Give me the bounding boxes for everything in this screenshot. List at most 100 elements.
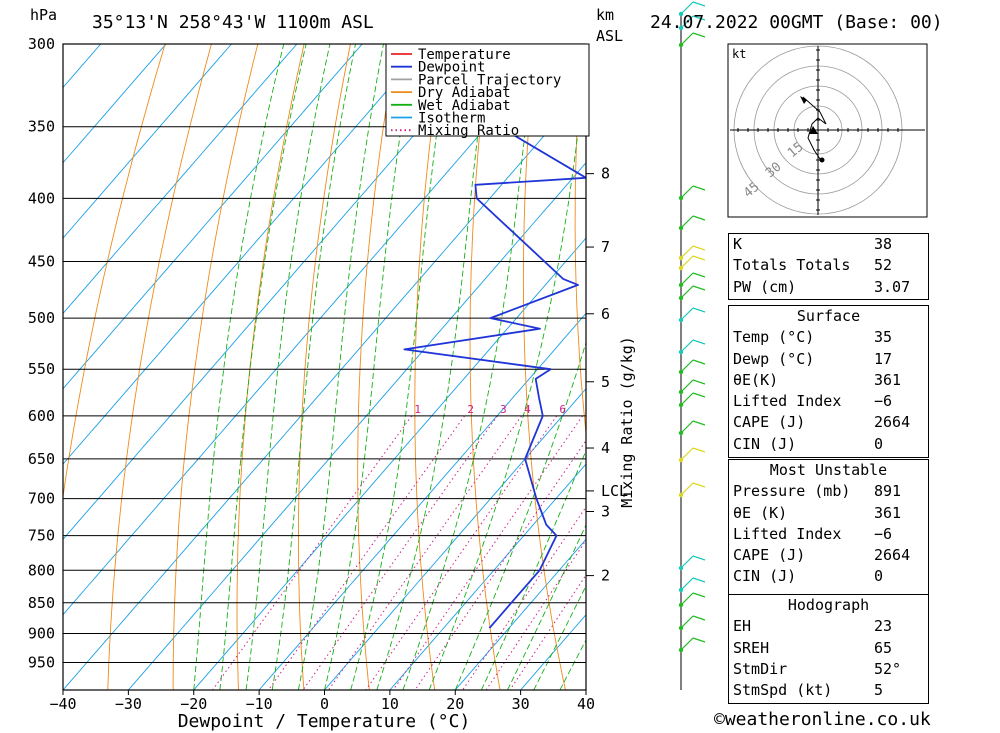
hodograph-value: 5 — [874, 681, 884, 700]
wet-adiabat-line — [507, 523, 586, 690]
wind-barb — [680, 272, 694, 286]
hodograph-row: SREH 65 — [729, 638, 928, 659]
most-unstable-row: θE (K) 361 — [729, 503, 928, 524]
most-unstable-title: Most Unstable — [769, 461, 888, 479]
most-unstable-row: CAPE (J) 2664 — [729, 545, 928, 566]
wind-barb-flag — [692, 637, 706, 643]
most-unstable-label: CAPE (J) — [733, 546, 806, 565]
wet-adiabat-line — [350, 44, 450, 690]
dry-adiabat-line — [107, 44, 212, 690]
dry-adiabat-line — [172, 44, 259, 690]
pressure-tick-label: 800 — [28, 561, 55, 579]
wet-adiabat-line — [480, 449, 586, 690]
isotherm-line — [63, 44, 232, 239]
surface-value: 17 — [874, 349, 893, 368]
axes: −40 −30 −20 −10 0 10 20 30 40 8 7 6 5 4 3 2 LCL — [49, 165, 628, 713]
surface-label: θE(K) — [733, 370, 779, 389]
surface-label: Lifted Index — [733, 392, 842, 411]
most-unstable-label: Lifted Index — [733, 524, 842, 543]
legend-label: Wet Adiabat — [418, 98, 511, 114]
wind-barb-dot — [678, 195, 684, 201]
surface-row: Dewp (°C) 17 — [729, 349, 928, 370]
mixing-ratio-label: 25 — [692, 403, 705, 416]
km-tick-label: 8 — [601, 165, 610, 183]
pw-value: 3.07 — [874, 277, 911, 296]
lcl-label: LCL — [601, 482, 628, 500]
wind-barb-flag — [692, 577, 706, 583]
mixing-ratio-line — [485, 539, 586, 690]
wind-barb-flag — [692, 215, 706, 221]
isotherm-line — [63, 44, 167, 164]
wind-barb — [680, 15, 694, 29]
isotherm-line — [520, 614, 586, 690]
most-unstable-row: CIN (J) 0 — [729, 566, 928, 587]
hodograph-arrow — [809, 126, 818, 134]
surface-value: 361 — [874, 370, 902, 389]
legend-label: Dry Adiabat — [418, 85, 511, 101]
most-unstable-value: −6 — [874, 524, 893, 543]
km-tick-label: 4 — [601, 439, 610, 457]
hodograph-label: SREH — [733, 638, 770, 657]
wind-barb-flag — [692, 447, 706, 453]
pressure-tick-label: 850 — [28, 594, 55, 612]
most-unstable-value: 2664 — [874, 546, 911, 565]
pressure-tick-label: 350 — [28, 118, 55, 136]
mixing-ratio-axis-label: Mixing Ratio (g/kg) — [618, 336, 636, 508]
surface-value: 2664 — [874, 413, 911, 432]
wind-barb-flag — [692, 255, 706, 261]
wind-barb — [680, 420, 694, 434]
hodograph-arrow — [800, 96, 807, 104]
mixing-ratio-line — [212, 415, 413, 690]
surface-table: Surface Temp (°C) 35 Dewp (°C) 17 θE(K) 361 Li… — [728, 305, 929, 458]
x-tick-label: −40 — [49, 695, 76, 713]
wind-barb-dot — [678, 25, 684, 31]
hodograph-label: StmDir — [733, 659, 788, 678]
wet-adiabat-line — [193, 44, 285, 690]
wind-barb — [680, 185, 694, 199]
x-tick-label: 20 — [446, 695, 464, 713]
surface-label: Temp (°C) — [733, 328, 815, 347]
surface-row: CIN (J) 0 — [729, 434, 928, 455]
wind-barb-flag — [692, 272, 706, 278]
wet-adiabat-line — [219, 44, 307, 690]
mixing-ratio-line — [267, 415, 466, 690]
wind-barb-flag — [692, 307, 706, 313]
wind-barb-dot — [678, 389, 684, 395]
surface-row: θE(K) 361 — [729, 370, 928, 391]
wind-barb — [680, 379, 694, 393]
mixing-ratio-line — [509, 574, 586, 690]
most-unstable-table: Most Unstable Pressure (mb) 891 θE (K) 361 L… — [728, 459, 929, 595]
wind-barb-dot — [678, 282, 684, 288]
wet-adiabat-line — [271, 44, 356, 690]
wind-barb-dot — [678, 42, 684, 48]
km-tick-label: 6 — [601, 305, 610, 323]
most-unstable-row: Lifted Index −6 — [729, 524, 928, 545]
wind-barb-flag — [692, 615, 706, 621]
legend-label: Mixing Ratio — [418, 123, 519, 139]
most-unstable-value: 891 — [874, 482, 902, 501]
wind-barb-flag — [692, 185, 706, 191]
dry-adiabat-line — [236, 44, 305, 690]
wind-barb-dot — [678, 317, 684, 323]
pressure-tick-label: 600 — [28, 407, 55, 425]
wind-barb-dot — [678, 369, 684, 375]
wind-barb-dot — [678, 430, 684, 436]
totals-totals-value: 52 — [874, 256, 893, 275]
wind-barb-flag — [692, 339, 706, 345]
wind-barb — [680, 555, 694, 569]
dewpoint-line — [403, 44, 586, 629]
wind-barb-flag — [692, 592, 706, 598]
wind-barb — [680, 637, 694, 651]
mixing-ratio-label: 3 — [500, 403, 507, 416]
wind-barb-dot — [678, 402, 684, 408]
wind-barb-flag — [692, 392, 706, 398]
mixing-ratio-label: 10 — [602, 403, 615, 416]
wind-barb-dot — [678, 255, 684, 261]
wind-barb-flag — [692, 285, 706, 291]
most-unstable-row: Pressure (mb) 891 — [729, 481, 928, 502]
surface-value: −6 — [874, 392, 893, 411]
hodograph-label: EH — [733, 617, 752, 636]
mixing-ratio-label: 1 — [414, 403, 421, 416]
x-tick-label: −30 — [115, 695, 142, 713]
